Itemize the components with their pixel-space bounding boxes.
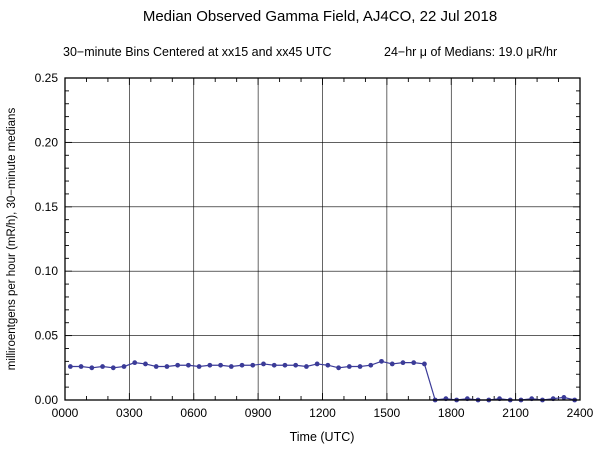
x-tick-label: 0900 (245, 406, 272, 420)
x-tick-label: 0300 (116, 406, 143, 420)
data-point (282, 362, 288, 368)
data-point (132, 360, 138, 366)
y-axis-label: milliroentgens per hour (mR/h), 30−minut… (6, 108, 18, 371)
chart-subtitle-bins: 30−minute Bins Centered at xx15 and xx45… (63, 45, 332, 59)
x-tick-label: 0000 (52, 406, 79, 420)
y-tick-label: 0.20 (35, 135, 59, 149)
y-tick-label: 0.05 (35, 329, 59, 343)
data-point (336, 365, 341, 371)
data-point (293, 362, 299, 368)
data-point (153, 364, 159, 369)
data-point (250, 362, 256, 368)
data-point (379, 358, 384, 364)
data-point (304, 364, 309, 369)
x-tick-label: 1200 (309, 406, 336, 420)
y-tick-label: 0.15 (35, 200, 59, 214)
chart-title: Median Observed Gamma Field, AJ4CO, 22 J… (143, 8, 497, 25)
data-point (422, 361, 427, 367)
data-point (110, 365, 116, 371)
data-point (368, 362, 374, 368)
plot-frame (64, 77, 581, 401)
x-tick-label: 1500 (374, 406, 401, 420)
data-point (346, 364, 352, 369)
data-point (561, 395, 567, 400)
data-point (89, 365, 95, 371)
data-point (271, 362, 277, 368)
data-point (400, 360, 406, 366)
data-point (325, 362, 331, 368)
data-point (314, 361, 320, 367)
x-tick-label: 2400 (567, 406, 594, 420)
data-point (100, 364, 105, 369)
plot-area: 0000 0300 0600 0900 1200 1500 1800 2100 2400 0.00… (35, 71, 594, 420)
data-point (143, 361, 148, 367)
data-point (121, 364, 127, 369)
data-point (411, 360, 417, 366)
x-axis-label: Time (UTC) (290, 430, 355, 444)
data-point (207, 362, 213, 368)
data-point (175, 362, 181, 368)
data-point (357, 364, 363, 369)
y-tick-label: 0.10 (35, 264, 59, 278)
data-point (185, 362, 191, 368)
data-point (67, 364, 73, 369)
x-tick-label: 2100 (502, 406, 529, 420)
y-tick-label: 0.25 (35, 71, 59, 85)
data-point (218, 362, 223, 368)
data-point (228, 364, 234, 369)
chart-subtitle-mean: 24−hr μ of Medians: 19.0 μR/hr (384, 45, 557, 59)
y-tick-label: 0.00 (35, 393, 59, 407)
data-point (196, 364, 202, 369)
data-point (261, 361, 266, 367)
data-point (389, 361, 395, 367)
data-point (239, 362, 245, 368)
data-point (78, 364, 84, 369)
x-tick-label: 1800 (438, 406, 465, 420)
x-tick-label: 0600 (180, 406, 207, 420)
data-point (164, 364, 170, 369)
